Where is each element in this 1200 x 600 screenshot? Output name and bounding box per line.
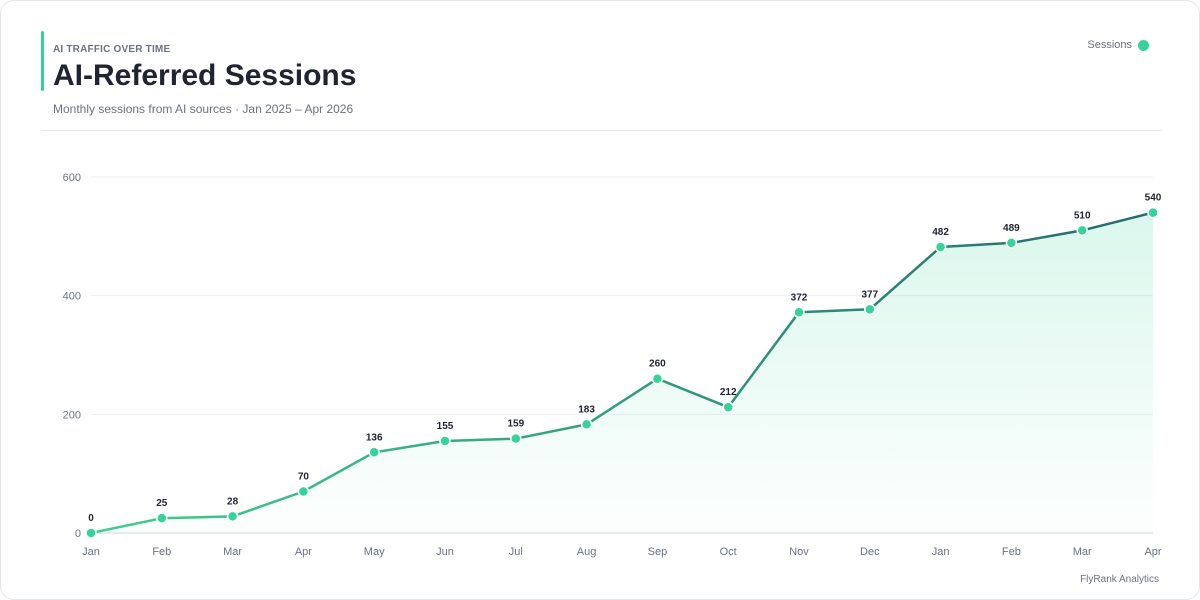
x-tick-label: Dec [860,546,880,558]
accent-bar [41,31,44,91]
data-label: 28 [227,496,239,507]
page-title: AI-Referred Sessions [53,59,357,92]
y-tick-label: 0 [75,528,81,540]
data-point[interactable] [651,372,664,385]
data-point[interactable] [722,401,734,413]
x-tick-label: Oct [720,546,737,558]
x-tick-label: Feb [152,546,171,558]
y-tick-label: 400 [63,291,81,303]
data-point[interactable] [85,527,97,539]
page-subtitle: Monthly sessions from AI sources · Jan 2… [53,102,354,116]
data-labels: 0 25 28 70 136 155 159 183 260 212 372 377 482 489 510… [88,193,1162,524]
data-point[interactable] [510,432,522,445]
data-point[interactable] [297,485,310,498]
x-tick-label: Apr [295,546,312,558]
data-label: 159 [507,419,524,430]
data-point[interactable] [934,241,947,253]
x-tick-label: Mar [1073,546,1092,558]
data-label: 377 [861,289,878,300]
data-point[interactable] [156,512,168,524]
data-point[interactable] [1147,206,1159,219]
data-points [85,206,1159,539]
area-fill [91,212,1153,533]
x-axis-ticks: Jan Feb Mar Apr May Jun Jul Aug Sep Oct Nov Dec Jan F… [82,546,1162,558]
x-tick-label: Jul [509,546,523,558]
x-tick-label: Apr [1144,546,1161,558]
chart-legend: Sessions [1087,39,1149,51]
series-line-path [89,211,1155,535]
data-label: 155 [437,421,454,432]
data-label: 212 [720,387,737,398]
data-point[interactable] [1076,224,1088,237]
data-point[interactable] [439,435,451,447]
data-point[interactable] [226,510,239,523]
y-tick-label: 600 [63,172,81,184]
series-line [89,211,1155,535]
data-label: 0 [88,513,94,524]
x-tick-label: Jun [436,546,454,558]
data-point[interactable] [864,303,876,316]
y-tick-label: 200 [63,409,81,421]
data-point[interactable] [793,306,805,319]
data-point[interactable] [368,446,380,459]
area-path [91,212,1153,533]
x-tick-label: Feb [1002,546,1021,558]
data-label: 372 [791,292,808,303]
legend-marker-icon [1138,39,1149,51]
data-point[interactable] [580,418,593,431]
data-label: 183 [578,404,595,415]
data-label: 70 [298,471,310,482]
x-tick-label: Jan [932,546,950,558]
data-label: 510 [1074,210,1091,221]
x-tick-label: Sep [648,546,668,558]
header-divider [41,130,1161,131]
data-label: 482 [932,227,949,238]
x-tick-label: Jan [82,546,100,558]
eyebrow-label: AI TRAFFIC OVER TIME [53,44,171,55]
data-label: 260 [649,359,666,370]
x-tick-label: Mar [223,546,242,558]
x-tick-label: Aug [577,546,597,558]
data-label: 136 [366,432,383,443]
data-label: 489 [1003,223,1020,234]
legend-label: Sessions [1087,39,1132,51]
x-tick-label: Nov [789,546,809,558]
y-axis-ticks: 0 200 400 600 [63,172,81,540]
footer-credit: FlyRank Analytics [1080,574,1159,585]
x-tick-label: May [364,546,385,558]
data-label: 25 [156,498,168,509]
data-label: 540 [1145,193,1162,204]
data-point[interactable] [1005,237,1018,249]
